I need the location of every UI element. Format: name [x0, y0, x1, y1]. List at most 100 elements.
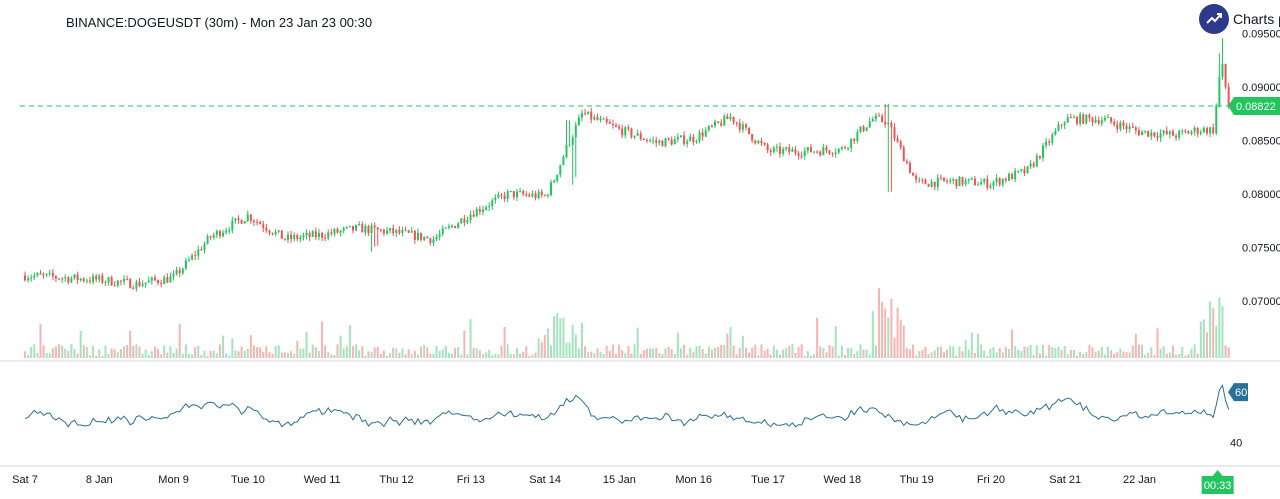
candle-body: [847, 148, 850, 150]
volume-bar: [936, 346, 939, 358]
candle-body: [1162, 130, 1165, 134]
volume-bar: [726, 333, 729, 358]
candle-body: [611, 123, 614, 125]
candle-body: [1069, 117, 1072, 119]
candle-body: [274, 231, 277, 235]
volume-bar: [881, 301, 884, 358]
volume-bar: [1209, 301, 1212, 358]
candle-body: [825, 147, 828, 151]
candle-body: [1168, 131, 1171, 135]
candle-body: [24, 275, 26, 281]
candle-body: [599, 118, 602, 120]
volume-bar: [803, 355, 806, 358]
candle-body: [853, 138, 856, 141]
volume-bar: [126, 345, 129, 358]
candle-body: [624, 127, 627, 136]
candle-body: [726, 115, 729, 120]
candle-body: [184, 260, 187, 269]
volume-bar: [339, 335, 342, 358]
volume-bar: [751, 347, 754, 358]
candle-body: [234, 218, 237, 221]
candle-body: [441, 228, 444, 234]
volume-bar: [1227, 347, 1230, 358]
volume-bar: [676, 332, 679, 358]
candle-body: [435, 236, 438, 240]
candle-body: [116, 280, 119, 286]
candle-body: [714, 121, 717, 126]
candle-body: [509, 191, 512, 193]
candle-body: [995, 178, 998, 183]
candle-body: [178, 269, 181, 274]
candle-body: [407, 230, 410, 233]
candle-body: [215, 230, 218, 235]
volume-bar: [194, 346, 197, 358]
volume-bar: [837, 355, 840, 358]
candle-body: [463, 218, 466, 223]
volume-bar: [466, 354, 469, 358]
volume-bar: [843, 354, 846, 358]
volume-bar: [506, 344, 509, 358]
volume-bar: [596, 348, 599, 358]
candle-body: [506, 191, 509, 200]
volume-bar: [172, 352, 175, 358]
current-time-tag: 00:33: [1201, 470, 1234, 494]
volume-bar: [358, 350, 361, 358]
volume-bar: [933, 350, 936, 358]
volume-bar: [1196, 353, 1199, 358]
volume-bar: [1110, 350, 1113, 358]
volume-bar: [265, 346, 268, 358]
candlestick-series: [24, 38, 1230, 292]
candle-body: [429, 238, 432, 243]
volume-bar: [1159, 348, 1162, 358]
volume-bar: [559, 318, 562, 358]
candle-body: [1147, 130, 1150, 137]
volume-bar: [413, 350, 416, 358]
candle-body: [104, 282, 107, 284]
candle-body: [912, 172, 915, 176]
candle-body: [1066, 117, 1069, 123]
volume-bar: [1091, 347, 1094, 358]
volume-bar: [778, 354, 781, 358]
volume-bar: [522, 351, 525, 358]
volume-bar: [633, 344, 636, 358]
candle-body: [314, 231, 317, 238]
volume-bar: [1162, 346, 1165, 358]
candle-body: [150, 277, 153, 281]
candle-body: [887, 122, 890, 125]
candle-body: [1085, 114, 1088, 124]
volume-bar: [772, 345, 775, 358]
volume-bar: [333, 355, 336, 358]
volume-bar: [175, 348, 178, 358]
candle-body: [1178, 131, 1181, 138]
candle-body: [986, 179, 989, 188]
volume-bar: [107, 354, 110, 358]
volume-bar: [915, 355, 918, 358]
brand[interactable]: Charts p: [1199, 4, 1280, 34]
candle-body: [330, 232, 333, 234]
volume-bar: [840, 345, 843, 358]
candle-body: [212, 234, 215, 238]
candle-body: [1193, 127, 1196, 132]
volume-bar: [30, 346, 33, 358]
candle-body: [1054, 130, 1057, 135]
volume-bar: [225, 353, 228, 358]
volume-bar: [1011, 329, 1014, 358]
volume-bar: [707, 346, 710, 358]
volume-bar: [1218, 297, 1221, 358]
volume-bar: [268, 352, 271, 358]
volume-bar: [590, 351, 593, 358]
candle-body: [1227, 87, 1230, 107]
volume-bar: [673, 353, 676, 358]
candle-body: [299, 237, 302, 240]
volume-bar: [252, 345, 255, 358]
candle-body: [485, 207, 488, 210]
candle-body: [939, 177, 942, 179]
candle-body: [358, 224, 361, 226]
candle-body: [528, 194, 531, 197]
candle-body: [488, 206, 491, 208]
volume-bar: [1042, 345, 1045, 358]
volume-bar: [605, 345, 608, 358]
candle-body: [1206, 128, 1209, 134]
candle-body: [748, 127, 751, 135]
